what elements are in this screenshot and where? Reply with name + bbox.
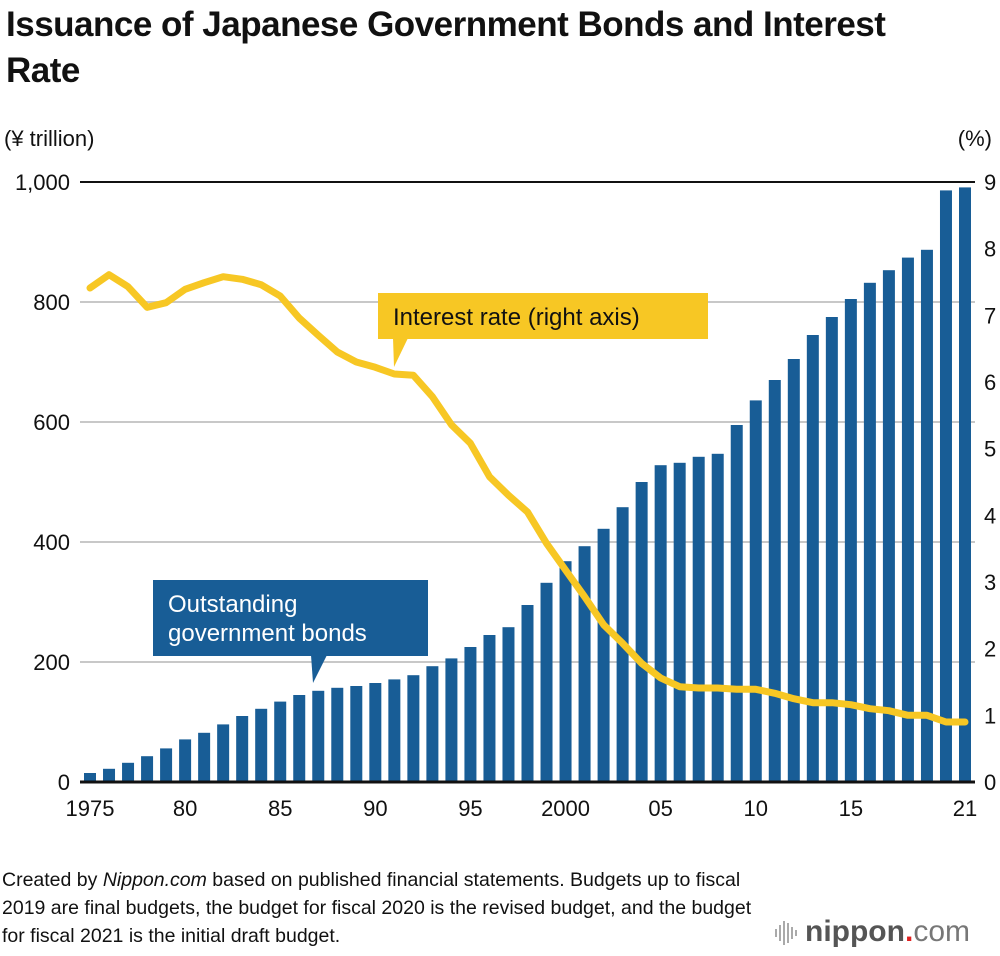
bar [882, 270, 895, 782]
bar [844, 299, 857, 782]
line-series [86, 271, 969, 726]
bar [502, 627, 515, 782]
sound-bars-icon [775, 921, 797, 946]
bar [331, 687, 344, 782]
bar [236, 716, 249, 782]
left-axis-ticks: 0 200 400 600 800 1,000 [15, 170, 70, 795]
left-tick-label: 400 [33, 530, 70, 555]
nippon-logo: nippon.com [775, 915, 970, 949]
x-tick-label: 21 [953, 796, 977, 821]
left-axis-unit: (¥ trillion) [4, 126, 95, 151]
left-tick-label: 200 [33, 650, 70, 675]
bar [483, 635, 496, 782]
bonds-label-pointer [311, 655, 327, 683]
bar [293, 695, 306, 782]
chart-title: Issuance of Japanese Government Bonds an… [6, 5, 886, 90]
x-tick-label: 1975 [66, 796, 115, 821]
logo-dot: . [904, 915, 914, 948]
bar [445, 658, 458, 782]
right-tick-label: 2 [984, 637, 996, 662]
x-tick-label: 80 [173, 796, 197, 821]
interest-rate-label: Interest rate (right axis) [393, 304, 640, 331]
x-tick-label: 10 [744, 796, 768, 821]
bonds-label-box [153, 580, 428, 656]
annotations: Interest rate (right axis) Outstandinggov… [153, 293, 708, 683]
left-tick-label: 1,000 [15, 170, 70, 195]
bar [559, 561, 572, 782]
bar [540, 582, 553, 782]
left-tick-label: 600 [33, 410, 70, 435]
right-axis-unit: (%) [957, 126, 992, 151]
footer-source: Nippon.com [102, 869, 207, 891]
right-tick-label: 3 [984, 570, 996, 595]
left-tick-label: 800 [33, 290, 70, 315]
bar [255, 708, 268, 782]
bar [578, 546, 591, 782]
bar [711, 453, 724, 782]
interest-rate-label-pointer [393, 338, 408, 367]
bar [407, 675, 420, 782]
bar [388, 679, 401, 782]
bar [84, 773, 96, 782]
bar [635, 482, 648, 782]
bar [768, 380, 781, 782]
bar [312, 690, 325, 782]
bar [274, 701, 287, 782]
x-axis-ticks: 1975 80 85 90 95 2000 05 10 15 21 [66, 796, 978, 821]
bar [825, 317, 838, 782]
right-axis-ticks: 0 1 2 3 4 5 6 7 8 9 [984, 170, 996, 795]
axis-lines [80, 181, 975, 784]
bar [103, 768, 116, 782]
bar [464, 647, 477, 782]
bar [597, 528, 610, 782]
bar [959, 187, 971, 782]
bar [160, 748, 173, 782]
x-tick-label: 85 [268, 796, 292, 821]
bonds-label-line: government bonds [168, 620, 367, 647]
bar [179, 739, 192, 782]
bar [806, 335, 819, 782]
footer-prefix: Created by [2, 869, 103, 891]
interest-rate-label-box [378, 293, 708, 339]
bar [730, 425, 743, 782]
right-tick-label: 1 [984, 703, 996, 728]
footer-note: Created by Nippon.com based on published… [2, 866, 772, 950]
right-tick-label: 0 [984, 770, 996, 795]
bar [369, 683, 382, 782]
bar [901, 257, 914, 783]
x-tick-label: 15 [839, 796, 863, 821]
bar [673, 462, 686, 782]
bar [217, 724, 230, 782]
bar [426, 666, 439, 782]
bar [787, 359, 800, 782]
bar [350, 686, 363, 782]
x-tick-label: 90 [363, 796, 387, 821]
left-tick-label: 0 [58, 770, 70, 795]
logo-suffix: com [913, 915, 970, 948]
bonds-label-line: Outstanding [168, 591, 297, 618]
footer-rest: based on published financial statements.… [2, 869, 752, 947]
bar [749, 400, 762, 782]
right-tick-label: 4 [984, 503, 996, 528]
bar [863, 282, 876, 782]
bar [141, 756, 154, 782]
x-tick-label: 2000 [541, 796, 590, 821]
bar [198, 732, 211, 782]
right-tick-label: 6 [984, 370, 996, 395]
chart-area: 0 200 400 600 800 1,000 0 1 2 3 4 5 6 7 8 9 1975 80 85 90… [15, 170, 996, 821]
right-tick-label: 8 [984, 237, 996, 262]
bar [521, 605, 534, 782]
right-tick-label: 7 [984, 303, 996, 328]
bar [654, 465, 667, 782]
x-tick-label: 95 [458, 796, 482, 821]
x-tick-label: 05 [648, 796, 672, 821]
bar [939, 190, 952, 782]
right-tick-label: 5 [984, 437, 996, 462]
logo-main: nippon [805, 915, 905, 948]
bar [692, 456, 705, 782]
bar [122, 762, 135, 782]
bar [920, 249, 933, 783]
right-tick-label: 9 [984, 170, 996, 195]
